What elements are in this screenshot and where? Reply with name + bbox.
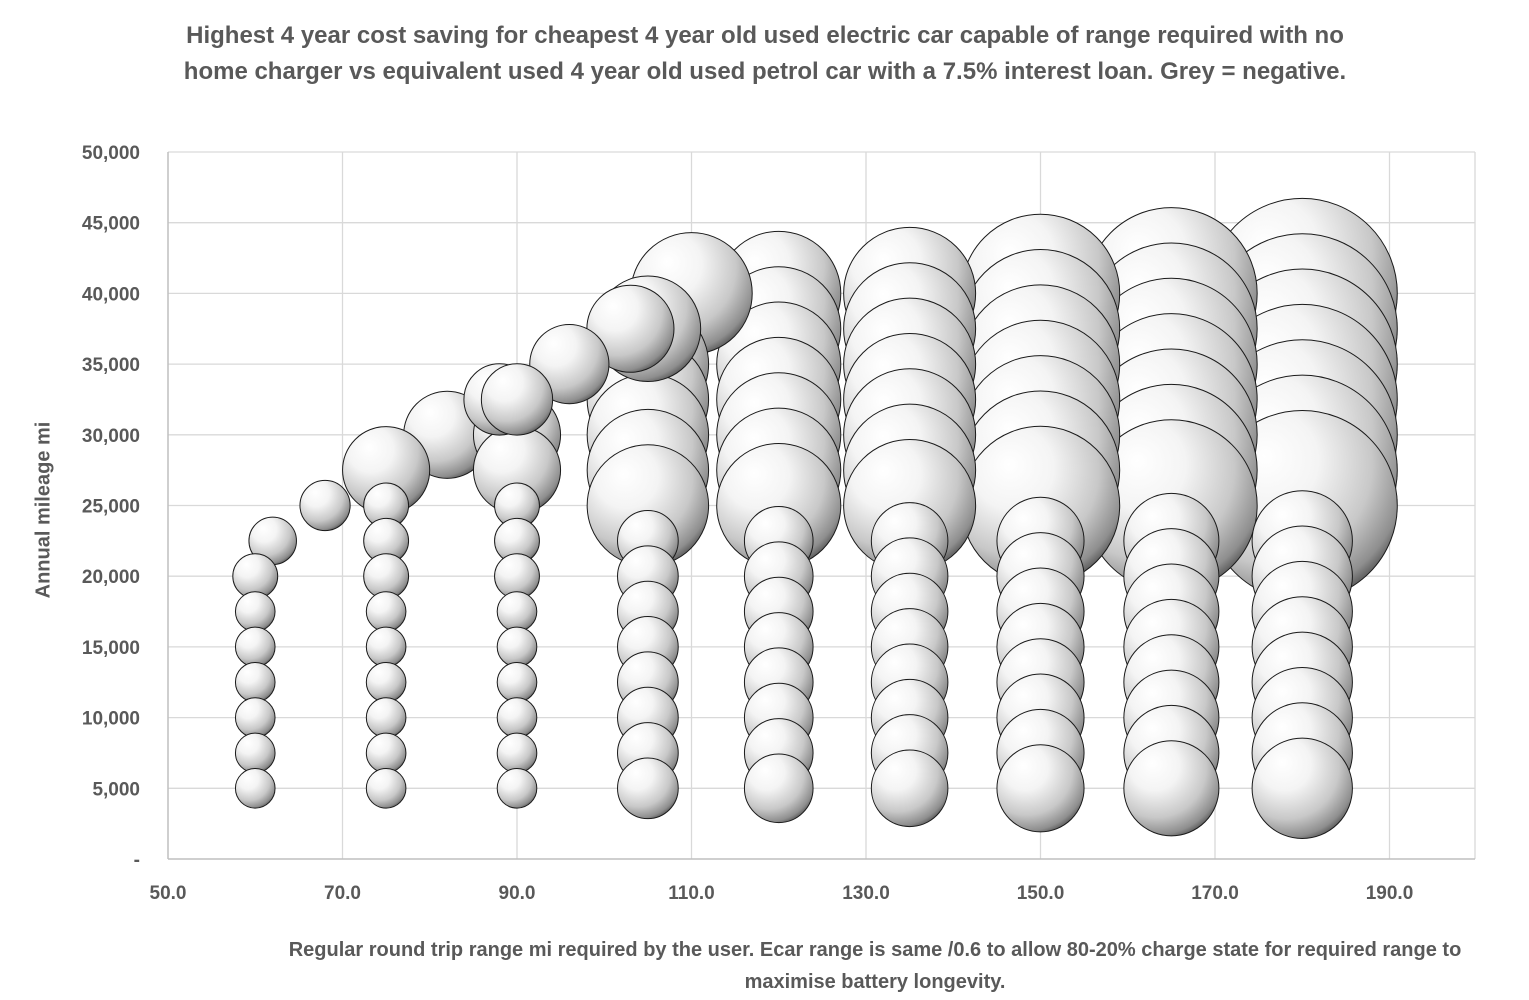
y-tick-label: 35,000 bbox=[82, 355, 140, 376]
bubble-point bbox=[365, 732, 407, 774]
bubble-point bbox=[496, 697, 538, 738]
chart-title: Highest 4 year cost saving for cheapest … bbox=[183, 22, 1347, 85]
bubble-point bbox=[299, 479, 351, 532]
x-tick-label: 130.0 bbox=[842, 883, 890, 904]
x-tick-label: 170.0 bbox=[1191, 883, 1239, 904]
bubble-point bbox=[496, 768, 538, 809]
bubble-point bbox=[234, 591, 276, 632]
x-tick-label: 190.0 bbox=[1366, 883, 1414, 904]
y-tick-label: 30,000 bbox=[82, 426, 140, 447]
bubble-point bbox=[870, 749, 949, 828]
y-tick-label: 25,000 bbox=[82, 497, 140, 518]
bubble-point bbox=[234, 768, 276, 809]
y-tick-label: 15,000 bbox=[82, 638, 140, 659]
y-tick-label: 50,000 bbox=[82, 143, 140, 164]
bubble-point bbox=[234, 661, 276, 703]
bubble-point bbox=[617, 757, 679, 820]
y-tick-label: - bbox=[134, 850, 140, 871]
bubble-point bbox=[1251, 737, 1353, 839]
bubble-point bbox=[743, 753, 814, 824]
y-axis-title: Annual mileage mi bbox=[32, 421, 55, 599]
y-tick-label: 20,000 bbox=[82, 567, 140, 588]
bubble-point bbox=[496, 661, 538, 703]
bubble-point bbox=[496, 591, 538, 632]
bubble-point bbox=[365, 591, 407, 632]
bubble-point bbox=[365, 768, 407, 809]
y-tick-label: 10,000 bbox=[82, 709, 140, 730]
x-tick-label: 150.0 bbox=[1017, 883, 1065, 904]
x-tick-label: 90.0 bbox=[499, 883, 536, 904]
bubble-series bbox=[232, 197, 1398, 839]
bubble-point bbox=[496, 626, 538, 668]
bubble-point bbox=[480, 363, 554, 436]
bubble-point bbox=[234, 732, 276, 774]
bubble-point bbox=[996, 744, 1085, 833]
bubble-point bbox=[365, 661, 407, 703]
x-tick-labels: 50.0 70.0 90.0 110.0 130.0 150.0 170.0 190.0 bbox=[150, 883, 1414, 904]
bubble-point bbox=[365, 697, 407, 738]
x-tick-label: 50.0 bbox=[150, 883, 187, 904]
axes bbox=[167, 152, 1475, 860]
y-tick-label: 5,000 bbox=[92, 779, 140, 800]
x-tick-label: 70.0 bbox=[324, 883, 361, 904]
y-tick-label: 45,000 bbox=[82, 214, 140, 235]
x-tick-label: 110.0 bbox=[668, 883, 715, 904]
bubble-point bbox=[365, 626, 407, 668]
bubble-point bbox=[234, 697, 276, 738]
bubble-point bbox=[496, 732, 538, 774]
bubble-point bbox=[234, 626, 276, 668]
y-tick-labels: - 5,000 10,000 15,000 20,000 25,000 30,000 35,0… bbox=[82, 143, 140, 871]
y-tick-label: 40,000 bbox=[82, 284, 140, 305]
bubble-point bbox=[1123, 740, 1220, 837]
x-axis-title: Regular round trip range mi required by … bbox=[288, 939, 1462, 993]
